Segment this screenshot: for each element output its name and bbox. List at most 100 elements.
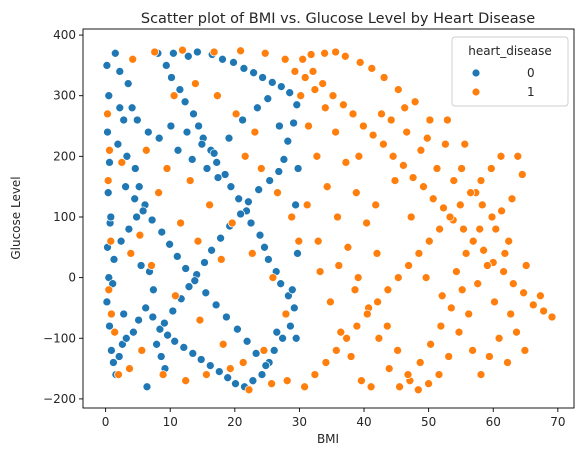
data-point [499, 267, 508, 276]
data-point [479, 245, 488, 255]
data-point [248, 376, 258, 386]
data-point [229, 58, 238, 67]
data-point [284, 291, 293, 301]
data-point [213, 91, 222, 101]
data-point [410, 97, 420, 107]
data-point [283, 136, 293, 146]
data-point [424, 236, 434, 246]
data-point [171, 291, 180, 301]
data-point [123, 79, 133, 88]
data-point [193, 236, 203, 246]
series-0 [102, 47, 303, 392]
data-point [118, 339, 127, 349]
data-point [234, 194, 244, 204]
data-point [399, 161, 408, 170]
data-point [296, 91, 306, 101]
data-point [244, 385, 254, 395]
data-point [107, 346, 116, 355]
legend-marker-0 [471, 68, 481, 78]
data-point [278, 333, 287, 343]
data-point [135, 230, 145, 240]
plot-area [102, 45, 557, 395]
data-point [180, 97, 190, 107]
data-point [395, 382, 404, 392]
data-point [194, 121, 203, 131]
data-point [318, 79, 328, 88]
data-point [279, 155, 289, 164]
data-point [205, 361, 215, 370]
data-point [379, 139, 388, 149]
y-axis-label: Glucose Level [9, 176, 23, 259]
data-point [236, 46, 245, 56]
data-point [191, 79, 200, 88]
data-point [106, 212, 116, 222]
data-point [312, 151, 322, 161]
y-tick-label: 0 [68, 271, 76, 285]
data-point [441, 139, 450, 149]
data-point [528, 300, 538, 310]
data-point [390, 176, 400, 185]
data-point [487, 212, 497, 222]
data-point [310, 370, 320, 379]
data-point [265, 176, 275, 185]
y-tick-label: −200 [43, 392, 76, 406]
data-point [220, 170, 230, 179]
data-point [129, 327, 138, 337]
data-point [473, 279, 483, 289]
data-point [339, 100, 348, 110]
data-point [223, 373, 233, 383]
data-point [434, 370, 444, 379]
data-point [475, 224, 485, 234]
data-point [115, 67, 125, 76]
data-point [379, 73, 389, 82]
data-point [269, 346, 279, 355]
data-point [355, 58, 365, 67]
data-point [187, 155, 197, 164]
data-point [246, 218, 256, 228]
data-point [257, 370, 267, 379]
data-point [189, 109, 198, 119]
data-point [103, 127, 112, 137]
data-point [226, 182, 236, 192]
data-point [506, 309, 516, 319]
data-point [485, 352, 494, 361]
data-point [421, 273, 431, 282]
data-point [422, 133, 432, 143]
data-point [547, 312, 557, 322]
data-point [521, 261, 531, 270]
data-point [113, 139, 123, 149]
data-point [134, 182, 144, 192]
data-point [293, 164, 303, 173]
x-tick-label: 70 [550, 415, 565, 429]
data-point [254, 185, 264, 195]
data-point [184, 282, 194, 292]
data-point [508, 279, 518, 289]
data-point [105, 145, 114, 155]
data-point [331, 47, 340, 57]
data-point [292, 100, 302, 110]
data-point [141, 303, 151, 313]
data-point [236, 209, 245, 219]
data-point [276, 82, 286, 91]
data-point [293, 249, 302, 258]
data-point [372, 249, 382, 258]
data-point [154, 133, 164, 143]
data-point [300, 73, 310, 82]
data-point [490, 297, 499, 307]
data-point [122, 151, 132, 161]
legend-marker-1 [471, 87, 481, 97]
data-point [496, 151, 506, 161]
data-point [247, 249, 257, 258]
data-point [249, 68, 258, 78]
data-point [321, 358, 331, 367]
data-point [435, 224, 444, 234]
data-point [155, 324, 165, 334]
data-point [200, 258, 209, 267]
data-point [166, 121, 176, 131]
data-point [209, 47, 219, 57]
data-point [536, 291, 545, 301]
data-point [158, 370, 168, 379]
data-point [334, 261, 344, 270]
data-point [393, 273, 403, 282]
data-point [449, 176, 459, 185]
